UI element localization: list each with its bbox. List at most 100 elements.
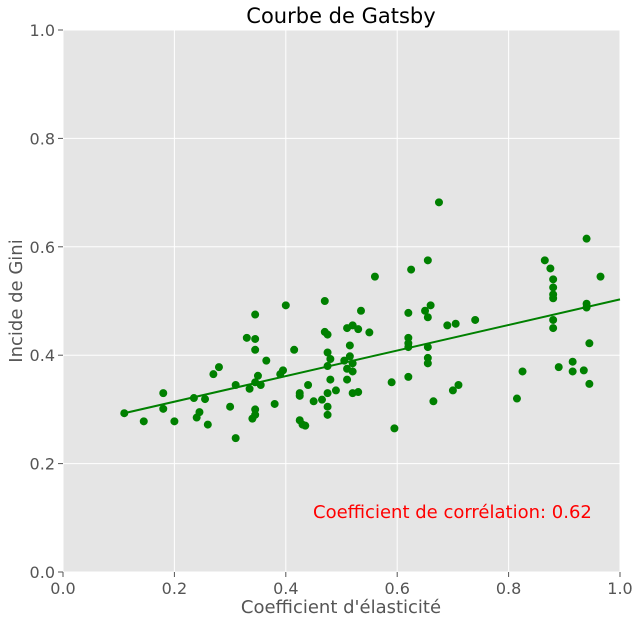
data-point	[471, 315, 480, 324]
data-point	[226, 402, 235, 411]
data-point	[251, 310, 260, 319]
data-point	[323, 410, 332, 419]
data-point	[448, 386, 457, 395]
data-point	[348, 367, 357, 376]
data-point	[323, 389, 332, 398]
y-tick-label: 1.0	[30, 21, 55, 40]
data-point	[549, 275, 558, 284]
data-point	[304, 381, 313, 390]
data-point	[568, 357, 577, 366]
x-axis-label: Coefficient d'élasticité	[241, 597, 441, 618]
data-point	[356, 306, 365, 315]
data-point	[554, 363, 563, 372]
data-point	[454, 381, 463, 390]
data-point	[242, 333, 251, 342]
data-point	[159, 404, 168, 413]
data-point	[331, 386, 340, 395]
data-point	[404, 372, 413, 381]
data-point	[209, 370, 218, 379]
data-point	[262, 356, 271, 365]
data-point	[301, 421, 310, 430]
y-tick-label: 0.0	[30, 563, 55, 582]
data-point	[323, 402, 332, 411]
x-tick-label: 0.8	[496, 579, 521, 598]
data-point	[549, 283, 558, 292]
x-tick-label: 0.4	[273, 579, 298, 598]
data-point	[429, 397, 438, 406]
data-point	[423, 313, 432, 322]
data-point	[585, 339, 594, 348]
data-point	[540, 256, 549, 265]
data-point	[582, 234, 591, 243]
data-point	[568, 367, 577, 376]
data-point	[295, 391, 304, 400]
data-point	[348, 321, 357, 330]
data-point	[318, 395, 327, 404]
data-point	[231, 434, 240, 443]
data-point	[549, 294, 558, 303]
data-point	[390, 424, 399, 433]
y-tick-label: 0.8	[30, 129, 55, 148]
grid-lines	[62, 29, 621, 573]
data-point	[345, 352, 354, 361]
y-tick-label: 0.2	[30, 455, 55, 474]
data-point	[195, 408, 204, 417]
data-point	[451, 319, 460, 328]
data-point	[251, 334, 260, 343]
y-tick-label: 0.4	[30, 346, 55, 365]
data-point	[343, 375, 352, 384]
data-point	[320, 296, 329, 305]
data-point	[549, 315, 558, 324]
data-point	[345, 341, 354, 350]
data-point	[512, 394, 521, 403]
y-axis-ticks: 0.0 0.2 0.4 0.6 0.8 1.0	[30, 21, 63, 582]
data-point	[579, 366, 588, 375]
data-point	[214, 363, 223, 372]
data-point	[251, 405, 260, 414]
x-axis-ticks: 0.0 0.2 0.4 0.6 0.8 1.0	[50, 572, 633, 598]
data-point	[245, 384, 254, 393]
data-point	[279, 366, 288, 375]
data-point	[518, 367, 527, 376]
data-point	[290, 345, 299, 354]
x-tick-label: 0.0	[50, 579, 75, 598]
data-point	[407, 265, 416, 274]
data-point	[370, 272, 379, 281]
data-point	[270, 399, 279, 408]
data-point	[434, 198, 443, 207]
data-point	[354, 388, 363, 397]
data-point	[549, 324, 558, 333]
data-point	[387, 378, 396, 387]
x-tick-label: 0.2	[162, 579, 187, 598]
chart-title: Courbe de Gatsby	[246, 4, 435, 28]
x-tick-label: 1.0	[607, 579, 632, 598]
data-point	[139, 417, 148, 426]
data-point	[251, 345, 260, 354]
data-point	[326, 375, 335, 384]
data-point	[201, 395, 210, 404]
data-point	[423, 256, 432, 265]
plot-area	[63, 30, 620, 572]
correlation-annotation: Coefficient de corrélation: 0.62	[313, 502, 592, 523]
data-point	[585, 379, 594, 388]
data-point	[443, 321, 452, 330]
x-tick-label: 0.6	[384, 579, 409, 598]
data-point	[170, 417, 179, 426]
data-point	[281, 301, 290, 310]
data-point	[253, 371, 262, 380]
data-point	[596, 272, 605, 281]
data-point	[203, 420, 212, 429]
y-tick-label: 0.6	[30, 238, 55, 257]
data-point	[159, 389, 168, 398]
data-point	[426, 301, 435, 310]
data-point	[323, 348, 332, 357]
data-point	[323, 330, 332, 339]
data-point	[546, 264, 555, 273]
regression-line	[124, 298, 621, 415]
data-points	[120, 198, 605, 443]
data-point	[421, 306, 430, 315]
y-axis-label: Incide de Gini	[6, 239, 27, 362]
data-point	[354, 325, 363, 334]
data-point	[326, 354, 335, 363]
